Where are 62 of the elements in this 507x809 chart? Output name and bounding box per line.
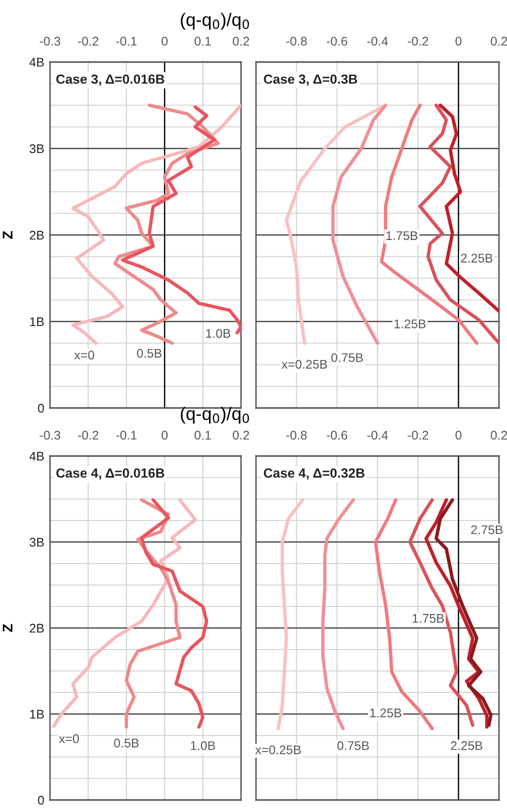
x-tick-label: 0.2 bbox=[490, 430, 507, 440]
x-tick-label: -0.3 bbox=[40, 36, 60, 46]
annotation: 1.25B bbox=[394, 319, 426, 328]
y-tick-label: 2B bbox=[30, 230, 44, 240]
line-series bbox=[52, 498, 197, 728]
annotation: x=0 bbox=[58, 734, 79, 744]
x-tick-label: 0.1 bbox=[194, 430, 211, 440]
x-tick-label: -0.2 bbox=[78, 36, 98, 46]
x-tick-label: -0.2 bbox=[408, 430, 428, 440]
annotation: 0.75B bbox=[337, 741, 369, 750]
x-tick-label: -0.4 bbox=[367, 430, 388, 440]
x-axis-title: (q-q$_{0}$)/q$_{0}$ bbox=[180, 12, 249, 30]
text: Case 4, Δ=0.32B bbox=[264, 468, 364, 480]
x-tick-label: 0.1 bbox=[194, 36, 211, 46]
annotation: x=0.25B bbox=[282, 360, 328, 369]
y-axis-title: Z bbox=[2, 231, 12, 239]
annotation: x=0.25B bbox=[255, 745, 301, 754]
x-tick-label: -0.6 bbox=[326, 430, 348, 440]
annotation: 1.25B bbox=[370, 708, 402, 718]
x-tick-label: -0.2 bbox=[78, 430, 98, 440]
x-tick-label: 0 bbox=[456, 430, 462, 440]
x-tick-label: 0.2 bbox=[232, 430, 250, 440]
x-tick-label: -0.3 bbox=[40, 430, 60, 440]
x-tick-label: 0.2 bbox=[232, 36, 250, 46]
x-axis-title: (q-q$_{0}$)/q$_{0}$ bbox=[180, 406, 249, 424]
x-tick-label: -0.6 bbox=[326, 36, 348, 46]
y-axis-title: Z bbox=[2, 624, 12, 632]
x-tick-label: 0 bbox=[456, 36, 462, 46]
y-tick-label: 0 bbox=[38, 404, 44, 413]
annotation: 0.75B bbox=[331, 353, 363, 362]
y-tick-label: 4B bbox=[29, 58, 44, 67]
y-tick-label: 2B bbox=[30, 624, 44, 633]
annotation: 0.5B bbox=[136, 348, 162, 358]
x-tick-label: 0.2 bbox=[490, 36, 507, 46]
line-series bbox=[140, 498, 208, 729]
y-tick-label: 1B bbox=[30, 710, 44, 719]
x-tick-label: -0.4 bbox=[367, 36, 388, 46]
line-series bbox=[71, 104, 241, 345]
text: Case 3, Δ=0.3B bbox=[264, 74, 358, 86]
y-tick-label: 0 bbox=[38, 796, 44, 805]
x-tick-label: -0.1 bbox=[116, 36, 137, 46]
x-tick-label: 0 bbox=[162, 36, 168, 46]
annotation: 1.75B bbox=[386, 231, 418, 240]
annotation: x=0 bbox=[74, 350, 94, 360]
annotation: 1.75B bbox=[412, 614, 444, 623]
annotation: 2.75B bbox=[471, 525, 503, 534]
annotation: 2.25B bbox=[461, 254, 492, 263]
annotation: 1.0B bbox=[206, 328, 230, 338]
x-tick-label: 0 bbox=[162, 430, 168, 440]
x-tick-label: -0.8 bbox=[286, 36, 307, 46]
y-tick-label: 3B bbox=[30, 538, 44, 547]
text: Case 4, Δ=0.016B bbox=[56, 468, 164, 480]
text: Case 3, Δ=0.016B bbox=[56, 74, 164, 86]
y-tick-label: 4B bbox=[29, 452, 44, 461]
annotation: 2.25B bbox=[450, 741, 482, 750]
x-tick-label: -0.8 bbox=[286, 430, 307, 440]
x-tick-label: -0.1 bbox=[116, 430, 137, 440]
y-tick-label: 1B bbox=[30, 317, 44, 326]
annotation: 1.0B bbox=[190, 741, 215, 750]
x-tick-label: -0.2 bbox=[408, 36, 428, 46]
y-tick-label: 3B bbox=[30, 144, 44, 154]
annotation: 0.5B bbox=[114, 738, 139, 748]
